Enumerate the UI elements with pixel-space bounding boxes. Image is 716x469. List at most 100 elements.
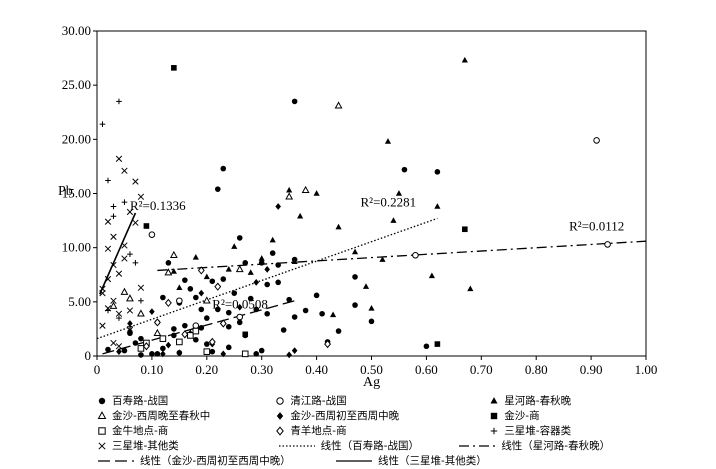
data-point (423, 343, 430, 350)
data-point (286, 351, 292, 359)
data-point (171, 332, 177, 339)
data-point (149, 351, 155, 357)
legend-marker (491, 427, 498, 434)
data-point (198, 289, 205, 297)
data-point (220, 276, 227, 282)
data-point (170, 268, 177, 274)
legend-marker (98, 426, 106, 435)
legend-entry: 金沙-商 (488, 408, 676, 423)
data-point (390, 217, 397, 223)
y-axis-ticks: 0 5.00 10.00 15.00 20.00 25.00 30.00 (62, 23, 97, 363)
legend-marker-shape (97, 410, 107, 419)
legend-entry: 金牛地点-商 (96, 423, 274, 438)
data-point (384, 138, 392, 144)
legend-marker (276, 425, 285, 436)
data-point (428, 272, 435, 279)
data-point (203, 273, 210, 280)
data-point (104, 218, 112, 225)
x-tick-label: 0.50 (360, 362, 383, 377)
data-point (329, 311, 337, 318)
data-point (181, 330, 189, 339)
data-point (253, 351, 260, 357)
data-point (214, 282, 222, 291)
data-point (204, 315, 210, 321)
legend-label: 金沙-西周晚至春秋中 (112, 410, 211, 422)
data-point (116, 315, 122, 321)
data-point (99, 322, 106, 329)
data-point (127, 320, 133, 327)
data-point (236, 319, 243, 326)
data-point (225, 344, 232, 351)
data-point (242, 260, 249, 266)
legend-label: 线性（三星堆-其他类） (378, 455, 487, 467)
data-point (368, 304, 375, 311)
data-point (132, 260, 139, 266)
data-point (324, 339, 332, 349)
data-point (138, 297, 144, 304)
legend-label: 线性（百寿路-战国） (320, 440, 419, 452)
legend-entry: 线性（星河路-春秋晚） (457, 438, 676, 453)
data-point (236, 303, 243, 311)
data-point (148, 231, 156, 238)
data-point (121, 347, 128, 354)
x-tick-label: 0.40 (305, 362, 328, 377)
data-point (236, 313, 244, 321)
data-point (225, 323, 232, 330)
data-point (105, 346, 111, 353)
data-point (137, 193, 145, 200)
legend-entry: 线性（金沙-西周初至西周中晚） (96, 453, 334, 468)
y-tick-label: 25.00 (62, 77, 91, 92)
data-point (115, 270, 123, 277)
r2-label: R²=0.0508 (212, 296, 268, 311)
data-point (220, 165, 227, 172)
data-point (126, 326, 134, 334)
legend-row: 线性（金沙-西周初至西周中晚） 线性（三星堆-其他类） (96, 453, 676, 468)
data-point (269, 250, 276, 256)
data-point (214, 186, 221, 192)
legend-marker-shape (276, 396, 285, 405)
data-point (115, 155, 123, 162)
data-point (109, 301, 118, 309)
data-point (132, 340, 139, 346)
data-points (99, 56, 611, 359)
x-tick-label: 0.80 (525, 362, 548, 377)
data-point (461, 56, 468, 63)
legend-row: 金牛地点-商 青羊地点-商 三星堆-容器类 (96, 423, 676, 438)
data-point (192, 327, 200, 335)
data-point (412, 251, 419, 259)
r2-labels: R²=0.2281 R²=0.0112 R²=0.0508 R²=0.1336 (130, 195, 624, 312)
data-point (253, 278, 260, 286)
r2-label: R²=0.2281 (361, 195, 417, 210)
data-point (269, 236, 276, 243)
data-point (434, 341, 441, 347)
legend-marker-shape (277, 411, 284, 420)
legend-label: 金沙-商 (504, 410, 540, 422)
data-point (593, 137, 600, 144)
data-point (127, 251, 133, 257)
y-tick-label: 15.00 (62, 186, 91, 201)
data-point (264, 310, 270, 317)
legend-marker (98, 397, 106, 404)
data-point (169, 250, 178, 258)
data-point (160, 345, 166, 352)
data-point (258, 260, 265, 266)
legend-label: 百寿路-战国 (112, 395, 169, 407)
x-tick-label: 0.70 (470, 362, 493, 377)
data-point (153, 318, 161, 327)
y-tick-label: 30.00 (62, 23, 91, 38)
data-point (203, 348, 211, 355)
data-point (319, 310, 325, 317)
legend-marker (98, 441, 106, 450)
data-point (121, 199, 128, 205)
data-point (291, 314, 298, 320)
data-point (99, 290, 106, 297)
data-point (231, 243, 238, 249)
legend-marker-shape (276, 425, 285, 436)
legend-row: 百寿路-战国 清江路-战国 星河路-春秋晚 (96, 393, 676, 408)
legend-label: 星河路-春秋晚 (504, 395, 572, 407)
x-tick-label: 0.20 (195, 362, 218, 377)
x-tick-label: 0.60 (415, 362, 438, 377)
data-point (209, 278, 216, 285)
data-point (127, 323, 133, 330)
legend-label: 金沙-西周初至西周中晚 (290, 410, 400, 422)
